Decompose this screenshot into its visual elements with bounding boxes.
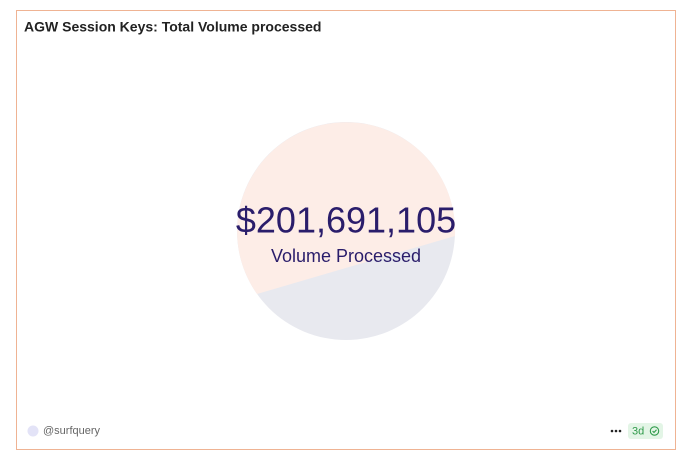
author-avatar[interactable] [27, 425, 39, 437]
dot [614, 429, 618, 433]
dot [618, 429, 622, 433]
author-name[interactable]: @surfquery [43, 425, 101, 437]
more-menu[interactable] [610, 429, 622, 433]
check-icon [649, 426, 660, 436]
counter-label: Volume Processed [271, 246, 421, 266]
age-label: 3d [632, 425, 644, 437]
dot [610, 429, 614, 433]
counter-value: $201,691,105 [236, 200, 456, 241]
widget-title: AGW Session Keys: Total Volume processed [24, 19, 321, 35]
background-pie-upper [237, 122, 456, 295]
check-mark [652, 429, 657, 434]
